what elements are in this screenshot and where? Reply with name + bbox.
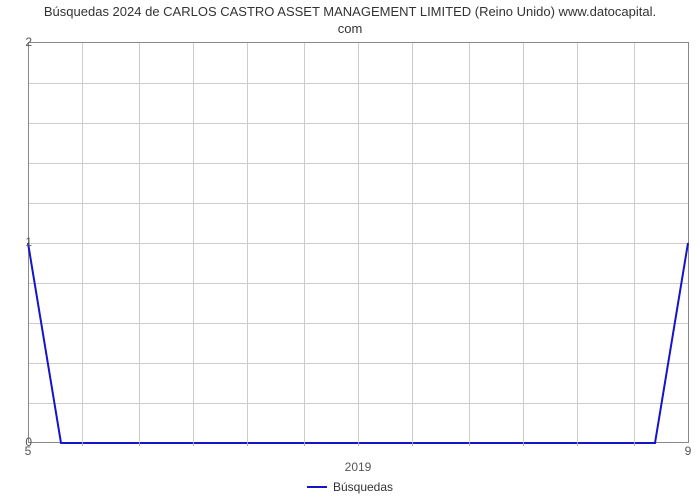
x-tick-label: 9 xyxy=(685,444,692,458)
x-minor-tick xyxy=(358,442,359,446)
x-minor-tick xyxy=(634,442,635,446)
x-minor-tick xyxy=(193,442,194,446)
x-axis-label: 2019 xyxy=(345,460,372,474)
y-tick-label: 1 xyxy=(12,235,32,249)
x-minor-tick xyxy=(82,442,83,446)
x-minor-tick xyxy=(412,442,413,446)
x-minor-tick xyxy=(247,442,248,446)
legend-label: Búsquedas xyxy=(333,480,393,494)
chart-container xyxy=(28,42,688,442)
x-minor-tick xyxy=(304,442,305,446)
plot-area xyxy=(28,42,689,443)
legend-swatch xyxy=(307,486,327,488)
x-minor-tick xyxy=(523,442,524,446)
chart-title-line1: Búsquedas 2024 de CARLOS CASTRO ASSET MA… xyxy=(44,4,656,19)
series-line xyxy=(28,243,688,443)
chart-title: Búsquedas 2024 de CARLOS CASTRO ASSET MA… xyxy=(0,0,700,38)
y-tick-label: 2 xyxy=(12,35,32,49)
x-tick-label: 5 xyxy=(25,444,32,458)
line-chart-svg xyxy=(28,43,688,443)
chart-title-line2: com xyxy=(338,21,363,36)
x-minor-tick xyxy=(469,442,470,446)
x-minor-tick xyxy=(139,442,140,446)
legend: Búsquedas xyxy=(307,480,393,494)
x-minor-tick xyxy=(577,442,578,446)
